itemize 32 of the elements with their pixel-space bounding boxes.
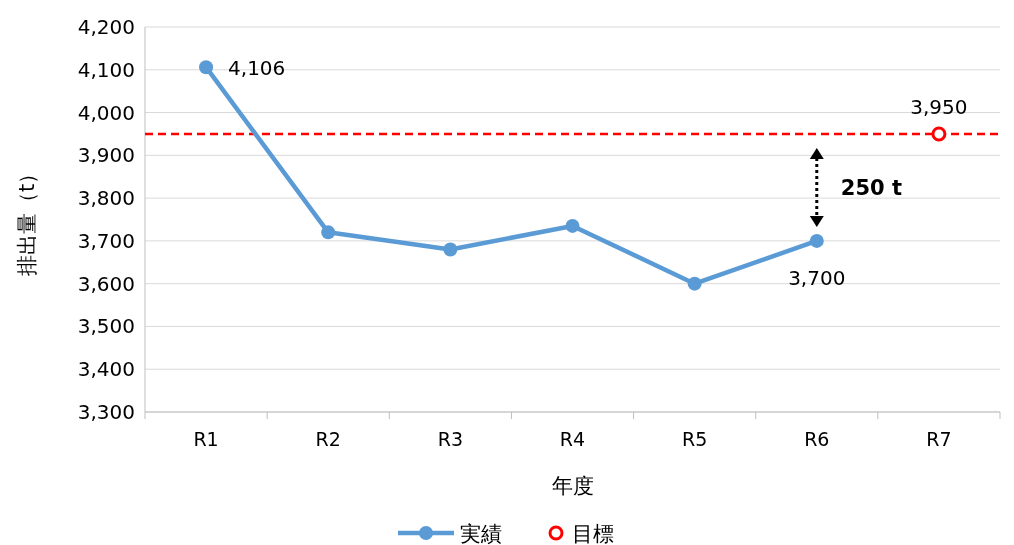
point	[443, 242, 458, 257]
y-tick-label: 3,400	[77, 357, 135, 382]
y-tick-label: 4,000	[77, 100, 135, 125]
y-tick-label: 3,500	[77, 314, 135, 339]
y-tick-label: 4,200	[77, 15, 135, 39]
point	[687, 276, 702, 291]
legend-label: 実績	[460, 522, 502, 545]
y-tick-label: 4,100	[77, 57, 135, 82]
data-label: 4,106	[228, 56, 286, 81]
y-tick-label: 3,900	[77, 143, 135, 168]
data-label: 3,950	[910, 94, 968, 119]
legend-label: 目標	[572, 522, 614, 545]
point	[199, 60, 214, 75]
y-tick-label: 3,600	[77, 271, 135, 296]
annotation: 250 t	[840, 176, 902, 201]
point	[809, 233, 824, 248]
x-tick-label: R2	[315, 428, 341, 450]
y-tick-label: 3,300	[77, 400, 135, 424]
x-tick-label: R6	[804, 428, 830, 450]
x-tick-label: R4	[559, 428, 586, 450]
x-tick-label: R3	[437, 428, 464, 450]
x-axis-title: 年度	[551, 474, 594, 498]
y-tick-label: 3,700	[77, 228, 135, 253]
x-tick-label: R7	[926, 428, 952, 450]
y-axis-title: 排出量（t）	[15, 162, 39, 277]
data-label: 3,700	[788, 265, 846, 290]
x-tick-label: R5	[681, 428, 708, 450]
y-tick-label: 3,800	[77, 186, 135, 211]
point	[321, 225, 336, 240]
point	[931, 126, 947, 142]
point	[565, 218, 580, 233]
x-tick-label: R1	[193, 428, 219, 450]
